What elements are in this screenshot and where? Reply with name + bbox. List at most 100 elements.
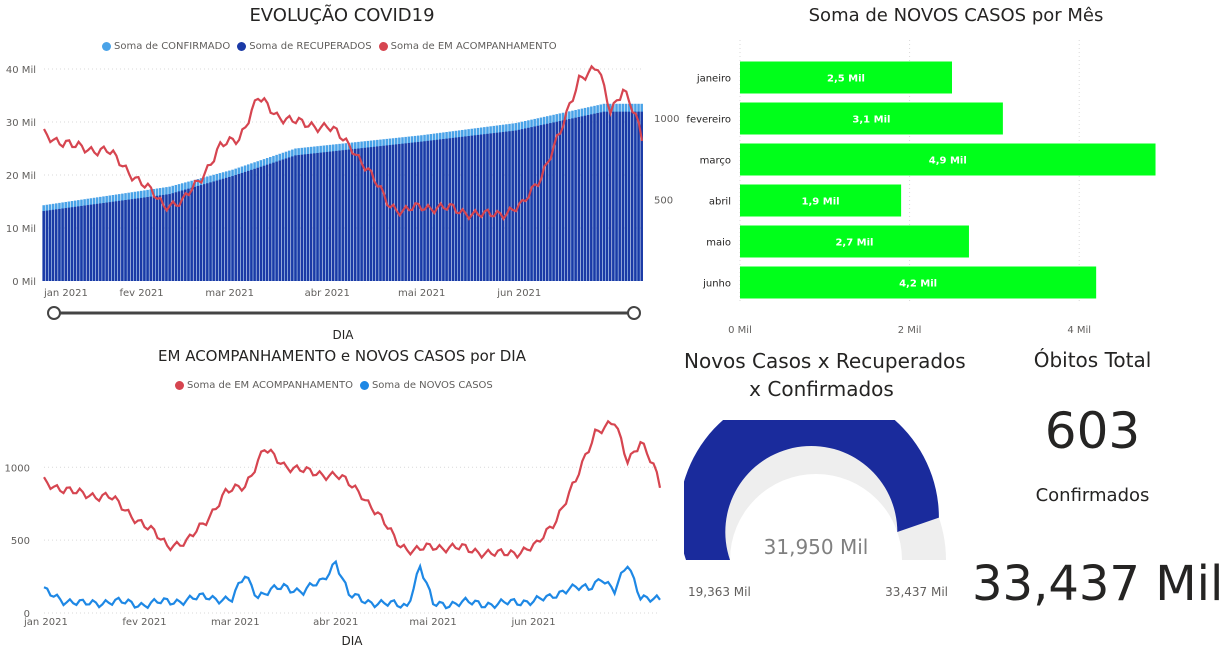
bar-recuperados <box>269 163 272 281</box>
bar-recuperados <box>306 154 310 281</box>
bar-recuperados <box>388 145 392 281</box>
bar-recuperados <box>51 209 55 281</box>
bar-recuperados <box>95 203 99 281</box>
x-tick-label: 0 Mil <box>728 325 752 336</box>
legend-label-acompanhamento[interactable]: Soma de EM ACOMPANHAMENTO <box>187 380 353 391</box>
bar-recuperados <box>240 172 244 281</box>
bar-recuperados <box>328 151 332 281</box>
bar-recuperados <box>224 177 228 281</box>
bar-recuperados <box>372 146 376 281</box>
data-label: 2,5 Mil <box>827 74 865 85</box>
bar-recuperados <box>121 200 124 281</box>
bar-recuperados <box>152 196 156 281</box>
x-tick-label: abr 2021 <box>305 288 350 299</box>
x-tick-label: 4 Mil <box>1067 325 1091 336</box>
bar-recuperados <box>354 148 357 281</box>
legend-label-recuperados[interactable]: Soma de RECUPERADOS <box>249 41 372 52</box>
bar-recuperados <box>505 131 508 281</box>
bar-recuperados <box>536 125 540 282</box>
bar-recuperados <box>218 179 222 281</box>
evolucao-chart[interactable]: 0 Mil 10 Mil 20 Mil 30 Mil 40 Mil 500 1000 jan … <box>0 55 690 347</box>
bar-recuperados <box>483 134 486 281</box>
bar-recuperados <box>429 140 433 281</box>
slider-end-handle[interactable] <box>627 306 641 320</box>
bar-recuperados <box>165 194 168 281</box>
bar-recuperados <box>432 140 436 281</box>
y-left-tick-label: 10 Mil <box>6 224 36 235</box>
bar-recuperados <box>92 204 96 281</box>
gauge-value-label: 31,950 Mil <box>764 535 869 559</box>
bar-recuperados <box>476 134 480 281</box>
bar-recuperados <box>294 155 297 281</box>
bar-recuperados <box>498 132 502 281</box>
bar-recuperados <box>275 161 278 281</box>
bar-novos-mes <box>740 143 1156 176</box>
bar-recuperados <box>278 160 282 281</box>
bar-recuperados <box>291 156 294 281</box>
legend-dot-acompanhamento <box>378 42 388 51</box>
bar-recuperados <box>558 121 562 281</box>
por-dia-legend: Soma de EM ACOMPANHAMENTO Soma de NOVOS … <box>168 380 493 391</box>
gauge-title-line1: Novos Casos x Recuperados <box>684 349 966 373</box>
bar-recuperados <box>394 144 398 281</box>
slider-start-handle[interactable] <box>47 306 61 320</box>
por-dia-title: EM ACOMPANHAMENTO e NOVOS CASOS por DIA <box>158 347 526 365</box>
bar-recuperados <box>423 141 426 281</box>
bar-recuperados <box>489 133 492 281</box>
bar-recuperados <box>344 149 348 281</box>
legend-dot-acompanhamento <box>175 381 184 390</box>
bar-recuperados <box>136 198 140 281</box>
bar-recuperados <box>382 145 385 281</box>
bar-recuperados <box>546 123 549 281</box>
por-dia-chart[interactable]: 0 500 1000 jan 2021 fev 2021 mar 2021 abr 2021… <box>0 395 690 654</box>
bar-recuperados <box>202 184 206 281</box>
bar-recuperados <box>596 113 599 281</box>
bar-recuperados <box>376 146 379 281</box>
bar-recuperados <box>599 112 603 281</box>
bar-novos-mes <box>740 184 902 217</box>
bar-recuperados <box>486 133 489 281</box>
gauge-chart[interactable]: 31,950 Mil 19,363 Mil 33,437 Mil <box>684 420 974 610</box>
gauge-title-line2: x Confirmados <box>749 377 894 401</box>
category-label: fevereiro <box>686 115 731 126</box>
bar-recuperados <box>416 141 420 281</box>
bar-recuperados <box>108 202 112 281</box>
novos-mes-chart[interactable]: 0 Mil 2 Mil 4 Mil janeiro 2,5 Mil fevereiro 3,… <box>684 35 1228 340</box>
bar-recuperados <box>514 130 518 281</box>
y-left-tick-label: 40 Mil <box>6 65 36 76</box>
bar-recuperados <box>637 111 640 281</box>
bar-recuperados <box>590 114 593 281</box>
bar-recuperados <box>190 187 193 281</box>
bar-recuperados <box>624 111 628 281</box>
bar-recuperados <box>407 142 411 281</box>
legend-label-acompanhamento[interactable]: Soma de EM ACOMPANHAMENTO <box>390 41 557 52</box>
legend-label-confirmado[interactable]: Soma de CONFIRMADO <box>114 41 231 52</box>
bar-recuperados <box>124 200 127 281</box>
bar-recuperados <box>413 142 417 281</box>
bar-recuperados <box>111 201 115 281</box>
legend-dot-novos-casos <box>359 381 369 390</box>
bar-recuperados <box>357 148 360 281</box>
bar-recuperados <box>303 154 307 281</box>
bar-recuperados <box>256 167 259 281</box>
bar-recuperados <box>114 201 118 281</box>
bar-recuperados <box>221 178 225 281</box>
bar-recuperados <box>442 139 445 281</box>
bar-recuperados <box>77 206 80 281</box>
bar-recuperados <box>99 203 102 281</box>
bar-recuperados <box>319 152 322 281</box>
legend-label-novos-casos[interactable]: Soma de NOVOS CASOS <box>371 380 493 391</box>
bar-recuperados <box>102 202 105 281</box>
bar-recuperados <box>133 198 137 281</box>
bar-recuperados <box>533 126 536 281</box>
bar-recuperados <box>243 171 247 281</box>
bar-recuperados <box>127 199 130 281</box>
bar-recuperados <box>143 197 146 281</box>
confirmados-title: Confirmados <box>1035 485 1150 506</box>
bar-recuperados <box>426 140 429 281</box>
bar-recuperados <box>634 111 637 281</box>
bar-recuperados <box>184 189 187 281</box>
bar-recuperados <box>577 117 581 281</box>
bar-recuperados <box>439 139 442 281</box>
bar-recuperados <box>338 150 341 281</box>
